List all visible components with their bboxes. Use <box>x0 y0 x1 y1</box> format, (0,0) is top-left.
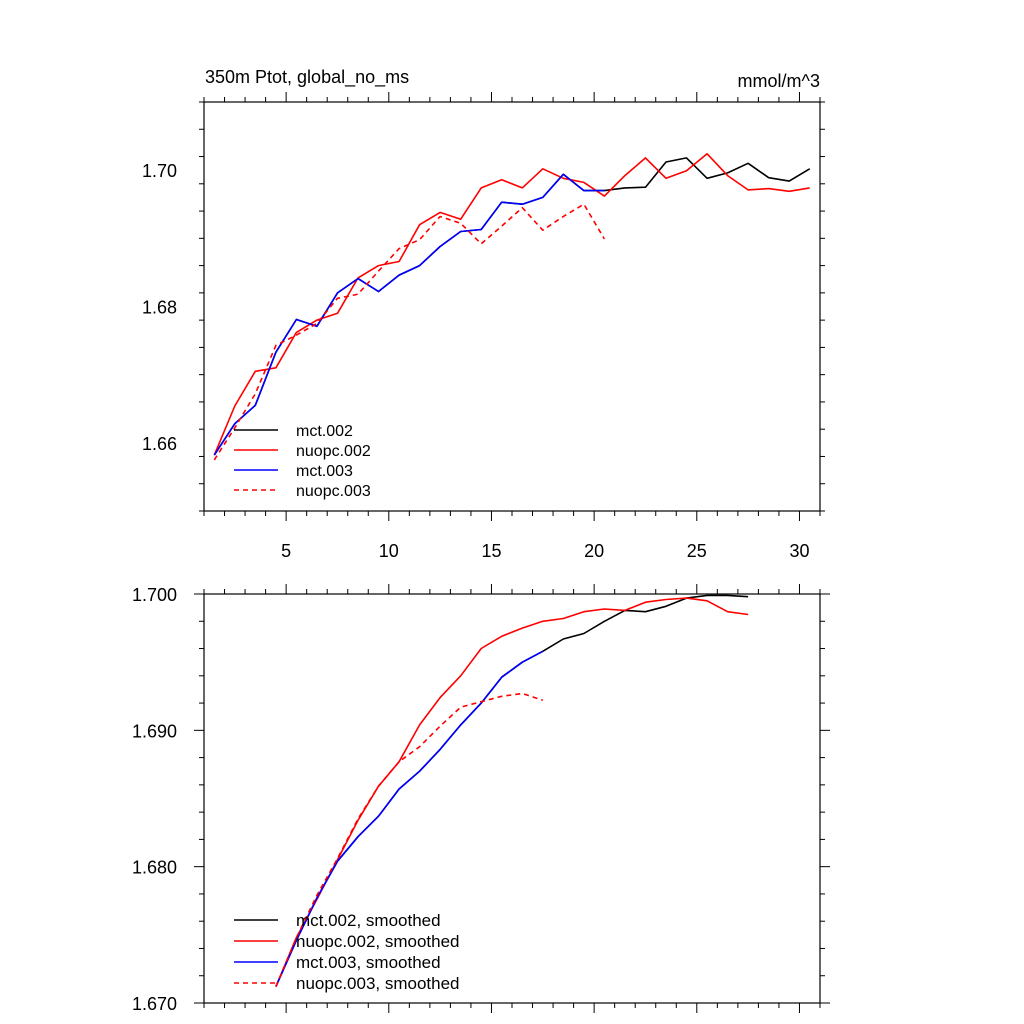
y-tick-label: 1.66 <box>142 434 177 454</box>
y-tick-label: 1.690 <box>132 721 177 741</box>
legend-label: nuopc.002 <box>296 443 371 460</box>
y-tick-label: 1.70 <box>142 161 177 181</box>
x-tick-label: 20 <box>584 541 604 561</box>
y-tick-label: 1.700 <box>132 585 177 605</box>
x-tick-label: 15 <box>481 541 501 561</box>
legend-label: mct.003, smoothed <box>296 953 441 972</box>
units-label: mmol/m^3 <box>738 71 820 91</box>
series-line <box>275 597 749 987</box>
top-panel: 350m Ptot, global_no_ms mmol/m^3 5 10 15 20… <box>142 67 825 561</box>
legend-label: nuopc.003 <box>296 483 371 500</box>
legend-label: nuopc.003, smoothed <box>296 974 460 993</box>
x-tick-label: 30 <box>789 541 809 561</box>
series-line <box>213 153 810 456</box>
x-tick-label: 5 <box>281 541 291 561</box>
bottom-panel: 1.670 1.680 1.690 1.700 mct.002, smoothed nuo… <box>132 584 830 1014</box>
series-line <box>213 173 605 456</box>
y-tick-label: 1.68 <box>142 298 177 318</box>
legend-label: mct.003 <box>296 463 353 480</box>
legend-label: mct.002, smoothed <box>296 911 441 930</box>
legend-label: mct.002 <box>296 423 353 440</box>
series-line <box>275 692 544 987</box>
y-tick-label: 1.670 <box>132 994 177 1014</box>
chart-title: 350m Ptot, global_no_ms <box>205 67 409 88</box>
legend-label: nuopc.002, smoothed <box>296 932 460 951</box>
y-tick-label: 1.680 <box>132 858 177 878</box>
x-tick-label: 10 <box>379 541 399 561</box>
series-line <box>275 650 544 987</box>
x-tick-label: 25 <box>687 541 707 561</box>
